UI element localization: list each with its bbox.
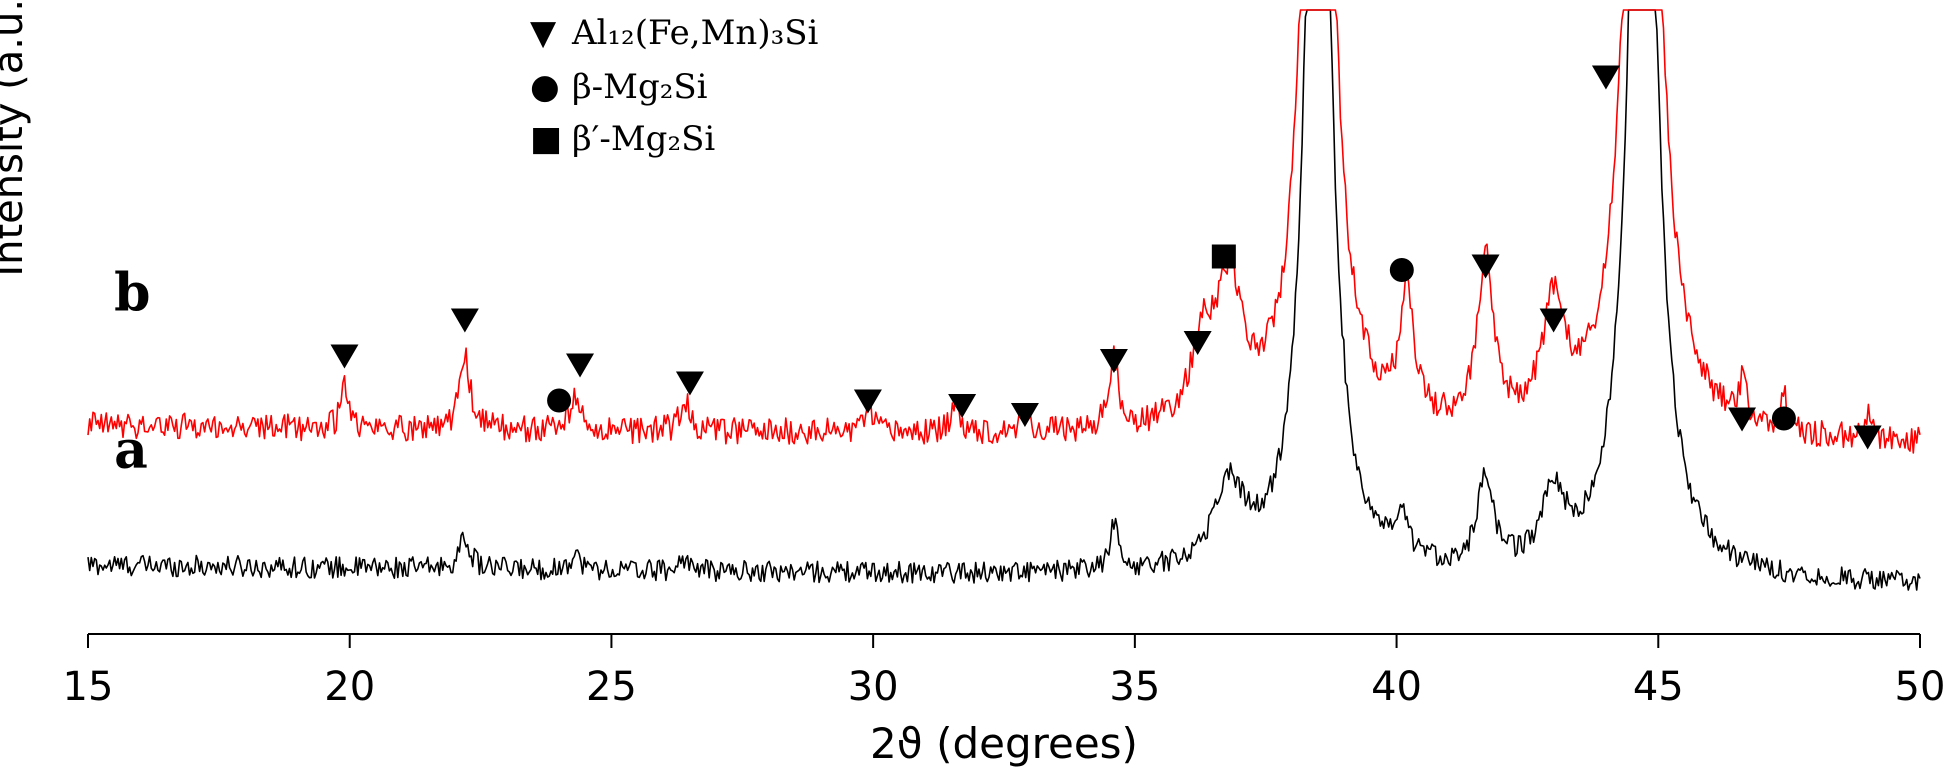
peak-marker-triangle-down bbox=[1099, 349, 1128, 373]
curve-label-b: b bbox=[114, 263, 150, 324]
series-layer bbox=[87, 9, 1921, 591]
legend-label-beta-mg2si: β-Mg₂Si bbox=[572, 67, 708, 107]
peak-marker-square bbox=[1211, 244, 1236, 269]
peak-marker-circle bbox=[1389, 258, 1414, 282]
curve-labels: ba bbox=[114, 263, 150, 482]
peak-marker-triangle-down bbox=[450, 308, 479, 333]
peak-marker-triangle-down bbox=[566, 353, 595, 378]
x-tick-label: 30 bbox=[848, 664, 899, 710]
legend-label-beta-prime-mg2si: β′-Mg₂Si bbox=[572, 119, 715, 159]
peak-marker-triangle-down bbox=[1183, 331, 1212, 355]
x-ticks: 15 20 25 30 35 40 45 50 bbox=[63, 634, 1946, 710]
x-axis-label: 2ϑ (degrees) bbox=[870, 719, 1138, 768]
series-line-a bbox=[87, 9, 1921, 591]
curve-label-a: a bbox=[114, 420, 148, 481]
legend-item-al12femnsi: ▼ Al₁₂(Fe,Mn)₃Si bbox=[530, 13, 819, 53]
peak-marker-triangle-down bbox=[330, 344, 359, 369]
legend: ▼ Al₁₂(Fe,Mn)₃Si ● β-Mg₂Si ■ β′-Mg₂Si bbox=[530, 13, 819, 159]
peak-marker-triangle-down bbox=[675, 371, 704, 396]
marker-layer bbox=[330, 65, 1882, 450]
peak-marker-triangle-down bbox=[1471, 254, 1500, 279]
legend-item-beta-mg2si: ● β-Mg₂Si bbox=[530, 67, 708, 107]
x-axis: 15 20 25 30 35 40 45 50 bbox=[63, 633, 1946, 710]
peak-marker-triangle-down bbox=[853, 389, 882, 414]
x-tick-label: 25 bbox=[586, 664, 637, 710]
legend-symbol-square: ■ bbox=[530, 119, 562, 159]
x-tick-label: 50 bbox=[1895, 664, 1946, 710]
x-tick-label: 40 bbox=[1371, 664, 1422, 710]
legend-symbol-triangle: ▼ bbox=[530, 13, 557, 53]
x-tick-label: 15 bbox=[63, 664, 114, 710]
peak-marker-triangle-down bbox=[1539, 308, 1568, 333]
peak-marker-triangle-down bbox=[948, 394, 977, 418]
peak-marker-triangle-down bbox=[1853, 425, 1882, 450]
y-axis-label: Intensity (a.u.) bbox=[0, 0, 32, 277]
peak-marker-triangle-down bbox=[1728, 407, 1757, 432]
x-tick-label: 35 bbox=[1109, 664, 1160, 710]
legend-item-beta-prime-mg2si: ■ β′-Mg₂Si bbox=[530, 119, 715, 159]
peak-marker-triangle-down bbox=[1591, 65, 1620, 90]
x-tick-label: 45 bbox=[1633, 664, 1684, 710]
peak-marker-triangle-down bbox=[1010, 403, 1039, 427]
peak-marker-circle bbox=[547, 388, 572, 413]
legend-symbol-circle: ● bbox=[530, 67, 560, 107]
peak-marker-circle bbox=[1771, 406, 1796, 431]
x-tick-label: 20 bbox=[324, 664, 375, 710]
legend-label-al12femnsi: Al₁₂(Fe,Mn)₃Si bbox=[571, 13, 819, 53]
series-line-b bbox=[87, 9, 1921, 454]
